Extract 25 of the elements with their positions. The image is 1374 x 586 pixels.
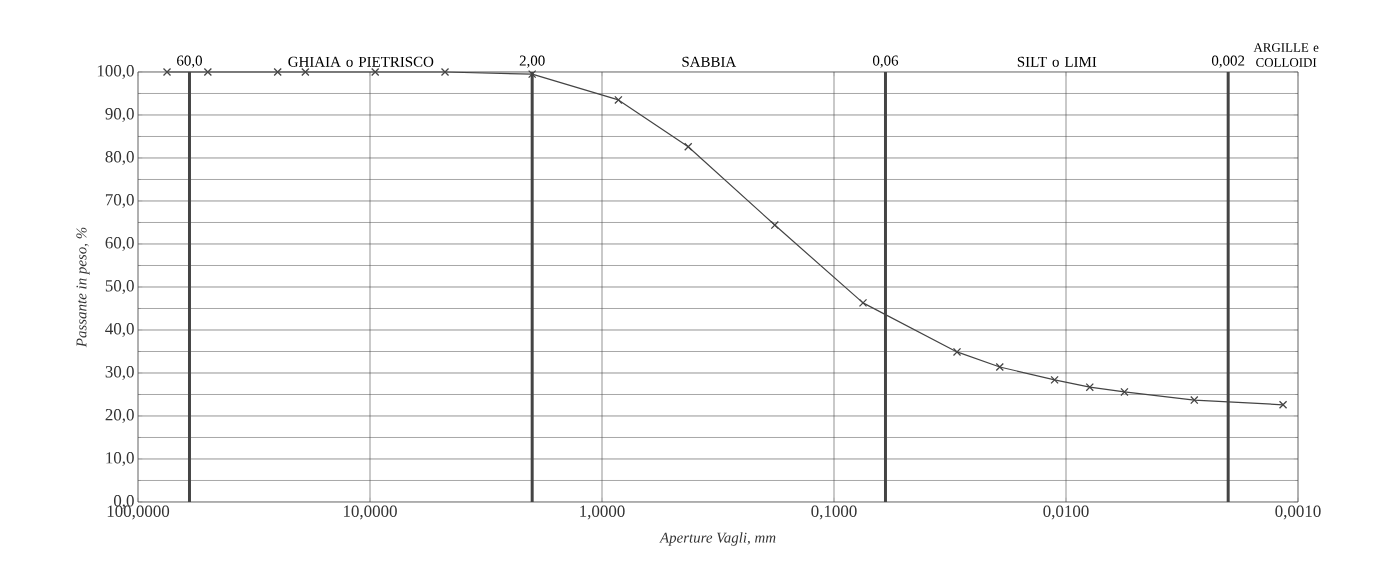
text: SILT o LIMI <box>1017 56 1097 67</box>
text: GHIAIA o PIETRISCO <box>288 56 434 67</box>
x-axis-title: Aperture Vagli, mm <box>659 532 776 546</box>
x-tick-label: 0,1000 <box>811 505 857 520</box>
ref-line-label: 60,0 <box>177 55 202 68</box>
y-tick-label: 20,0 <box>105 409 134 423</box>
text: SABBIA <box>682 56 737 67</box>
ref-line-label: 0,002 <box>1211 55 1245 68</box>
y-tick-label: 50,0 <box>105 280 134 294</box>
ref-line-label: 0,06 <box>872 55 899 68</box>
ref-line-label: 2,00 <box>519 55 545 68</box>
x-tick-label: 10,0000 <box>343 505 397 520</box>
x-tick-label: 0,0100 <box>1043 505 1089 520</box>
y-tick-label: 10,0 <box>106 452 134 466</box>
text: ARGILLE e COLLOIDI <box>1253 43 1319 67</box>
x-tick-label: 0,0010 <box>1275 505 1321 520</box>
y-tick-label: 90,0 <box>105 108 134 122</box>
y-axis-title: Passante in peso, % <box>76 227 90 348</box>
y-tick-label: 70,0 <box>105 194 134 208</box>
x-tick-label: 1,0000 <box>580 505 625 520</box>
y-tick-label: 100,0 <box>97 65 134 79</box>
y-tick-label: 80,0 <box>105 151 134 165</box>
y-tick-label: 30,0 <box>105 366 134 380</box>
y-tick-label: 40,0 <box>105 323 134 337</box>
y-tick-label: 60,0 <box>105 237 134 251</box>
